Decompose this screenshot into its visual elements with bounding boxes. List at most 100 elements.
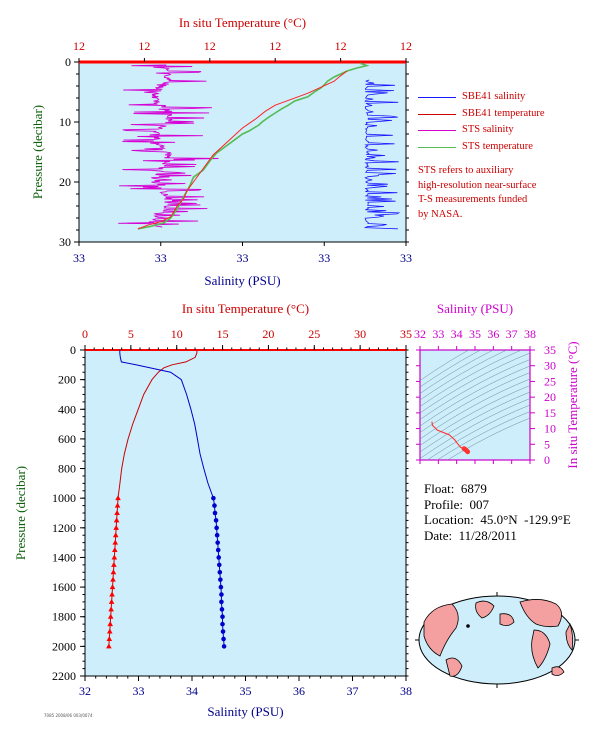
ts-temperature-tick-label: 30 — [544, 359, 556, 373]
top-temperature-tick-label: 12 — [400, 39, 412, 53]
float-id: Float: 6879 — [424, 481, 487, 496]
ts-salinity-axis-title: Salinity (PSU) — [437, 301, 513, 316]
ts-temperature-tick-label: 10 — [544, 422, 556, 436]
temperature-point — [113, 524, 119, 530]
top-salinity-tick-label: 33 — [73, 251, 85, 265]
note-line: STS refers to auxiliary — [418, 165, 514, 176]
temperature-point — [115, 495, 121, 501]
legend-swatch — [418, 97, 456, 98]
top-pressure-tick-label: 0 — [65, 55, 71, 69]
main-salinity-tick-label: 38 — [400, 684, 412, 698]
salinity-point — [216, 562, 222, 568]
top-salinity-tick-label: 33 — [155, 251, 167, 265]
salinity-point — [217, 569, 223, 575]
main-plot-area — [84, 349, 407, 677]
legend-item-sbe41-temperature: SBE41 temperature — [418, 107, 545, 124]
float-location-marker — [466, 624, 470, 628]
ts-salinity-tick-label: 37 — [506, 327, 518, 341]
salinity-point — [215, 547, 221, 553]
main-pressure-tick-label: 1600 — [52, 580, 76, 594]
ts-salinity-tick-label: 32 — [414, 327, 426, 341]
sts-note: STS refers to auxiliary high-resolution … — [418, 164, 596, 222]
note-line: high-resolution near-surface — [418, 179, 537, 191]
main-salinity-tick-label: 37 — [347, 684, 359, 698]
ts-salinity-tick-label: 36 — [487, 327, 499, 341]
ts-temperature-tick-label: 5 — [544, 437, 550, 451]
main-pressure-tick-label: 2200 — [52, 669, 76, 683]
main-temperature-tick-label: 5 — [128, 327, 134, 341]
salinity-point — [221, 644, 227, 649]
float-info: Float: 6879 Profile: 007 Location: 45.0°… — [424, 481, 571, 543]
temperature-point — [112, 539, 119, 545]
main-temperature-tick-label: 15 — [217, 327, 229, 341]
top-temperature-tick-label: 12 — [204, 39, 216, 53]
temperature-point — [112, 547, 118, 553]
legend-item-sbe41-salinity: SBE41 salinity — [418, 90, 545, 107]
main-pressure-tick-label: 0 — [70, 343, 76, 357]
top-salinity-tick-label: 33 — [400, 251, 412, 265]
main-temperature-tick-label: 25 — [308, 327, 320, 341]
salinity-point — [219, 592, 224, 597]
temperature-point — [109, 584, 116, 590]
density-contour — [420, 350, 470, 381]
ts-temperature-tick-label: 25 — [544, 374, 556, 388]
salinity-point — [220, 629, 226, 634]
temperature-point — [106, 635, 113, 641]
ts-temperature-tick-label: 0 — [544, 453, 550, 467]
temperature-point — [109, 591, 115, 597]
main-salinity-tick-label: 33 — [133, 684, 145, 698]
salinity-point — [221, 636, 226, 642]
ts-salinity-tick-label: 33 — [432, 327, 444, 341]
main-salinity-tick-label: 32 — [79, 684, 91, 698]
salinity-point — [212, 510, 218, 516]
top-salinity-axis-title: Salinity (PSU) — [204, 273, 280, 288]
density-contour — [420, 365, 530, 427]
sbe41-temperature-line — [137, 70, 348, 230]
temperature-point — [113, 517, 120, 523]
temperature-point — [114, 510, 120, 515]
temperature-point — [107, 621, 114, 627]
world-map-land — [551, 666, 565, 676]
ts-temperature-tick-label: 35 — [544, 343, 556, 357]
temperature-point — [111, 554, 118, 560]
legend-swatch — [418, 130, 456, 131]
top-temperature-tick-label: 12 — [269, 39, 281, 53]
salinity-point — [219, 607, 225, 612]
density-contour — [420, 391, 530, 453]
density-contour — [420, 398, 530, 459]
world-map-land — [499, 613, 515, 626]
world-map-land — [519, 599, 562, 628]
location: Location: 45.0°N -129.9°E — [424, 512, 571, 527]
temperature-point — [106, 628, 113, 634]
main-pressure-tick-label: 800 — [58, 462, 76, 476]
ts-temperature-axis-title: In situ Temperature (°C) — [565, 341, 580, 468]
salinity-point — [214, 532, 220, 538]
ts-salinity-tick-label: 35 — [469, 327, 481, 341]
salinity-point — [213, 518, 219, 523]
temperature-point — [107, 613, 114, 619]
sts-salinity-line — [118, 64, 219, 228]
density-contour — [420, 352, 530, 414]
main-temperature-tick-label: 35 — [400, 327, 412, 341]
salinity-point — [215, 540, 220, 545]
ts-salinity-tick-label: 34 — [451, 327, 463, 341]
salinity-point — [220, 621, 225, 627]
world-map-land — [475, 600, 495, 619]
salinity-point — [218, 577, 223, 582]
density-contour — [420, 378, 530, 440]
temperature-point — [108, 598, 115, 604]
density-contour — [426, 404, 530, 460]
legend-item-sts-temperature: STS temperature — [418, 140, 545, 157]
salinity-point — [214, 525, 219, 531]
ts-point — [465, 449, 471, 455]
density-contour — [447, 417, 530, 460]
ts-salinity-tick-label: 38 — [524, 327, 536, 341]
top-temperature-tick-label: 12 — [73, 39, 85, 53]
sbe41-salinity-line — [363, 79, 401, 230]
salinity-point — [218, 584, 224, 590]
density-contour — [420, 350, 508, 401]
legend-swatch — [418, 113, 456, 115]
top-temperature-tick-label: 12 — [138, 39, 150, 53]
salinity-point — [216, 555, 222, 560]
top-pressure-tick-label: 20 — [59, 175, 71, 189]
